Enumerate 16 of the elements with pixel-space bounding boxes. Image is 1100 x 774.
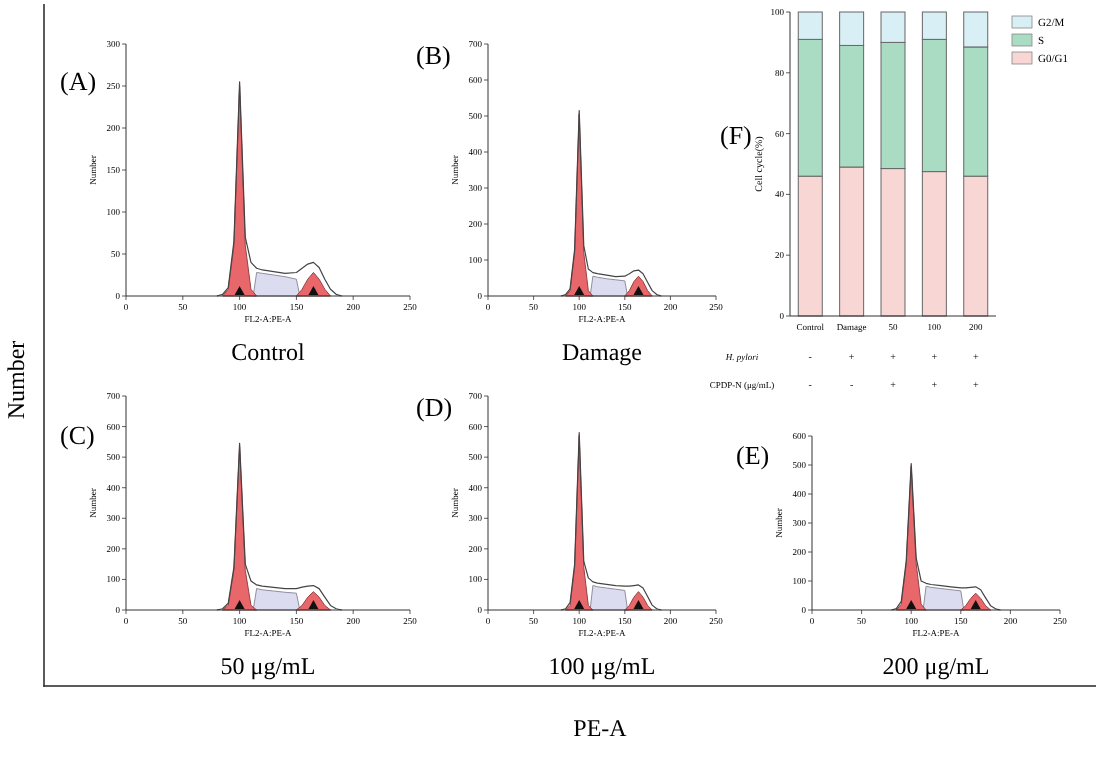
text: 200 μg/mL <box>882 652 990 680</box>
text: (A) <box>60 66 97 96</box>
line-series <box>216 442 343 611</box>
chart-title: (B) <box>416 40 451 70</box>
line-series <box>560 110 662 297</box>
chart-title: (E) <box>736 440 770 470</box>
line-series <box>560 432 662 611</box>
text: (C) <box>60 420 95 450</box>
text: (F) <box>720 120 752 150</box>
line-series <box>890 462 1002 611</box>
chart-title: (D) <box>416 392 453 422</box>
line-series <box>216 81 343 297</box>
text: PE-A <box>573 714 628 742</box>
text: 100 μg/mL <box>548 652 656 680</box>
text: 50 μg/mL <box>220 652 316 680</box>
text: Number <box>2 340 30 420</box>
